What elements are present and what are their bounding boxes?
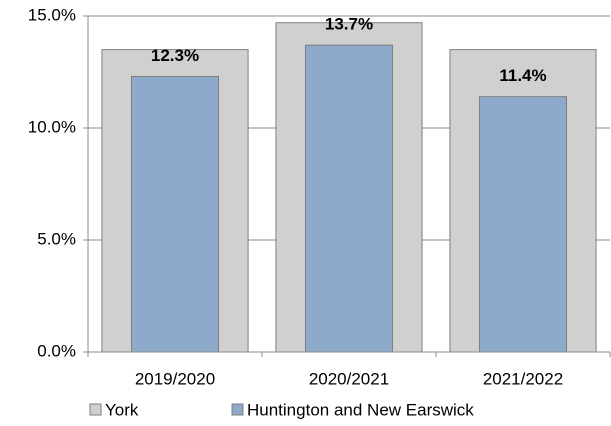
- bar: [305, 44, 393, 353]
- bar: [479, 96, 567, 353]
- value-label: 12.3%: [151, 46, 199, 65]
- value-label: 11.4%: [499, 66, 546, 85]
- legend-swatch: [231, 403, 244, 416]
- x-tick-label: 2020/2021: [309, 369, 389, 388]
- x-tick-label: 2021/2022: [483, 369, 563, 388]
- y-tick-label: 5.0%: [37, 229, 76, 248]
- y-tick-label: 15.0%: [28, 5, 76, 24]
- value-label: 13.7%: [325, 15, 373, 34]
- y-tick-label: 10.0%: [28, 117, 76, 136]
- legend-swatch: [89, 403, 102, 416]
- legend-label: Huntington and New Earswick: [247, 400, 474, 419]
- legend-label: York: [105, 400, 139, 419]
- x-tick-label: 2019/2020: [135, 369, 215, 388]
- bar: [131, 75, 219, 353]
- y-tick-label: 0.0%: [37, 341, 76, 360]
